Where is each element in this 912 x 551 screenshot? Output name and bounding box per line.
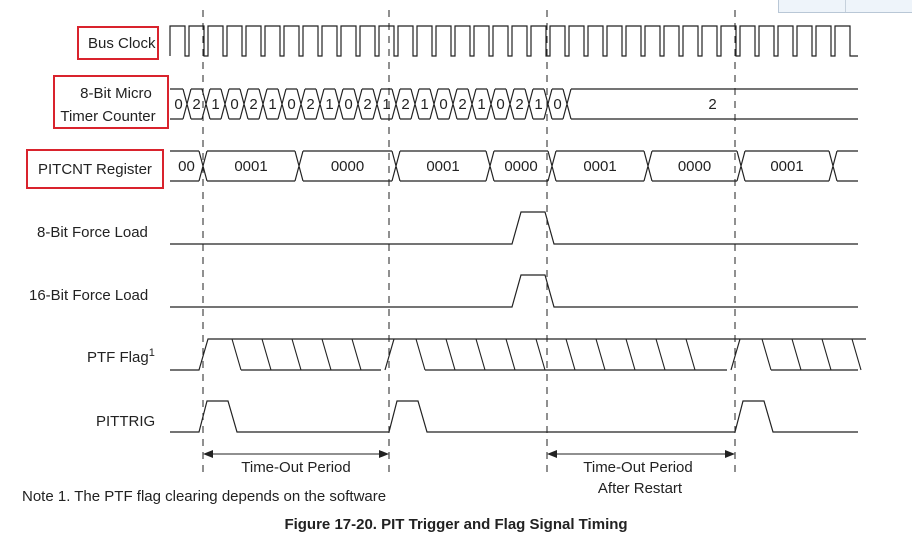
timeout-restart-label-line2: After Restart <box>598 480 683 497</box>
pitcnt-value: 0001 <box>426 158 459 175</box>
ptf-flag-text: PTF Flag <box>87 349 149 366</box>
micro-counter-label-line1: 8-Bit Micro <box>80 85 152 102</box>
ptf-hatch-line <box>445 338 456 371</box>
ptf-hatch-line <box>415 338 426 371</box>
ptf-hatch-line <box>291 338 302 371</box>
ptf-hatch-line <box>505 338 516 371</box>
pitcnt-highlight <box>26 149 164 189</box>
footnote: Note 1. The PTF flag clearing depends on… <box>22 488 387 505</box>
micro-counter-highlight <box>53 75 169 129</box>
ptf-hatch-line <box>351 338 362 371</box>
force8-waveform <box>170 211 858 245</box>
force16-waveform <box>170 274 858 308</box>
micro-counter-value: 2 <box>458 96 466 113</box>
ptf-hatch-line <box>595 338 606 371</box>
pitcnt-label: PITCNT Register <box>38 161 152 178</box>
ptf-hatch-line <box>565 338 576 371</box>
pitcnt-value: 0001 <box>234 158 267 175</box>
pittrig-waveform <box>170 400 858 433</box>
ptf-hatch-line <box>261 338 272 371</box>
micro-counter-value: 2 <box>249 96 257 113</box>
micro-counter-value: 1 <box>268 96 276 113</box>
window-corner-fragment <box>778 0 912 13</box>
micro-counter-value: 2 <box>192 96 200 113</box>
micro-counter-value: 0 <box>439 96 447 113</box>
micro-counter-value: 1 <box>534 96 542 113</box>
ptf-hatch-line <box>321 338 332 371</box>
force16-label: 16-Bit Force Load <box>29 287 148 304</box>
micro-counter-outline <box>170 88 858 120</box>
ptf-hatch-line <box>851 338 862 371</box>
micro-counter-label-line2: Timer Counter <box>60 108 155 125</box>
ptf-hatch-line <box>231 338 242 371</box>
micro-counter-value: 0 <box>230 96 238 113</box>
pitcnt-value: 0000 <box>678 158 711 175</box>
timeout-period-label: Time-Out Period <box>241 459 350 476</box>
ptf-flag-waveform <box>170 338 866 371</box>
micro-counter-value: 2 <box>401 96 409 113</box>
micro-counter-value: 1 <box>382 96 390 113</box>
micro-counter-value: 0 <box>496 96 504 113</box>
bus-clock-waveform <box>169 25 858 57</box>
ptf-hatch-line <box>475 338 486 371</box>
pitcnt-value: 0001 <box>583 158 616 175</box>
micro-counter-value: 1 <box>211 96 219 113</box>
ptf-hatch-line <box>791 338 802 371</box>
micro-counter-value: 1 <box>325 96 333 113</box>
timeout-arrow-1 <box>203 450 389 458</box>
micro-counter-value: 0 <box>344 96 352 113</box>
ptf-hatch-line <box>625 338 636 371</box>
pitcnt-bus: 00 0001 0000 0001 0000 0001 0000 0001 <box>170 150 858 182</box>
timeout-restart-label-line1: Time-Out Period <box>583 459 692 476</box>
micro-counter-value: 2 <box>708 96 716 113</box>
pittrig-label: PITTRIG <box>96 413 155 430</box>
figure-caption: Figure 17-20. PIT Trigger and Flag Signa… <box>284 516 628 533</box>
pitcnt-value: 0000 <box>504 158 537 175</box>
micro-counter-value: 0 <box>287 96 295 113</box>
micro-counter-value: 0 <box>553 96 561 113</box>
micro-counter-value: 1 <box>477 96 485 113</box>
bus-clock-label: Bus Clock <box>88 35 156 52</box>
ptf-flag-footnote-mark: 1 <box>149 347 155 359</box>
bus-clock-highlight <box>77 26 159 60</box>
force8-label: 8-Bit Force Load <box>37 224 148 241</box>
micro-counter-value: 2 <box>363 96 371 113</box>
ptf-hatch-line <box>685 338 696 371</box>
micro-counter-value: 2 <box>306 96 314 113</box>
pitcnt-value: 0001 <box>770 158 803 175</box>
ptf-hatch-line <box>761 338 772 371</box>
ptf-hatch-line <box>821 338 832 371</box>
micro-counter-value: 1 <box>420 96 428 113</box>
micro-counter-value: 2 <box>515 96 523 113</box>
ptf-hatch-line <box>535 338 546 371</box>
ptf-hatch-line <box>655 338 666 371</box>
pitcnt-value: 0000 <box>331 158 364 175</box>
pitcnt-value: 00 <box>178 158 195 175</box>
ptf-flag-label: PTF Flag1 <box>87 347 155 366</box>
micro-counter-value: 0 <box>174 96 182 113</box>
timeout-arrow-2 <box>547 450 735 458</box>
pitcnt-outline <box>170 150 858 182</box>
